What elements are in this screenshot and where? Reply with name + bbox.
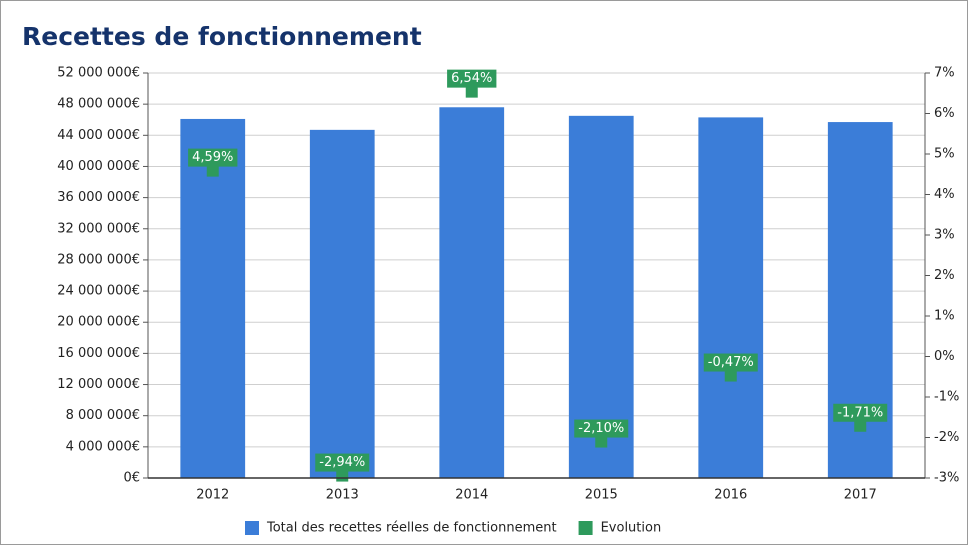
data-label-bg — [447, 69, 497, 88]
bar — [698, 117, 764, 479]
y-tick-label: 24 000 000€ — [57, 284, 140, 299]
bar — [568, 115, 634, 478]
bar — [309, 129, 375, 478]
y2-tick-label: -1% — [934, 390, 959, 405]
data-label: 4,59% — [188, 148, 238, 167]
data-label-text: -2,10% — [578, 421, 624, 436]
data-label-text: 6,54% — [451, 71, 492, 86]
y-tick-label: 28 000 000€ — [57, 252, 140, 267]
bar — [180, 118, 246, 479]
data-label-bg — [703, 353, 758, 372]
point — [465, 85, 478, 98]
y2-tick-label: 2% — [934, 268, 955, 283]
point — [854, 419, 867, 432]
y2-tick-label: 1% — [934, 309, 955, 324]
y-tick-label: 52 000 000€ — [57, 66, 140, 81]
chart-title: Recettes de fonctionnement — [22, 22, 422, 51]
data-label: 6,54% — [447, 69, 497, 88]
data-label: -1,71% — [833, 403, 888, 422]
y2-tick-label: 7% — [934, 66, 955, 81]
x-tick-label: 2017 — [844, 488, 877, 503]
point — [206, 164, 219, 177]
data-label-text: -1,71% — [837, 405, 883, 420]
data-label-text: -2,94% — [319, 455, 365, 470]
data-label: -2,10% — [574, 419, 629, 438]
y-tick-label: 44 000 000€ — [57, 128, 140, 143]
data-label-bg — [574, 419, 629, 438]
point — [724, 369, 737, 382]
data-label: -2,94% — [315, 453, 370, 472]
y2-tick-label: 0% — [934, 349, 955, 364]
legend-label: Total des recettes réelles de fonctionne… — [266, 521, 557, 536]
y-tick-label: 4 000 000€ — [66, 439, 140, 454]
x-tick-label: 2012 — [196, 488, 229, 503]
data-label-bg — [188, 148, 238, 167]
data-label-text: 4,59% — [192, 150, 233, 165]
y-tick-label: 32 000 000€ — [57, 221, 140, 236]
y-tick-label: 40 000 000€ — [57, 159, 140, 174]
bar — [439, 107, 505, 479]
data-label-bg — [315, 453, 370, 472]
x-tick-label: 2014 — [455, 488, 488, 503]
y2-tick-label: 5% — [934, 147, 955, 162]
legend-swatch — [245, 521, 259, 535]
y2-tick-label: -3% — [934, 471, 959, 486]
x-tick-label: 2016 — [714, 488, 747, 503]
data-label-bg — [833, 403, 888, 422]
x-tick-label: 2013 — [326, 488, 359, 503]
y-tick-label: 48 000 000€ — [57, 97, 140, 112]
y-tick-label: 20 000 000€ — [57, 315, 140, 330]
y-tick-label: 36 000 000€ — [57, 190, 140, 205]
y2-tick-label: 3% — [934, 228, 955, 243]
y-tick-label: 8 000 000€ — [66, 408, 140, 423]
y2-tick-label: -2% — [934, 430, 959, 445]
y-tick-label: 0€ — [123, 471, 140, 486]
y-tick-label: 16 000 000€ — [57, 346, 140, 361]
data-label-text: -0,47% — [708, 355, 754, 370]
y2-tick-label: 6% — [934, 106, 955, 121]
legend-label: Evolution — [601, 521, 662, 536]
legend-swatch — [578, 521, 593, 535]
y-tick-label: 12 000 000€ — [57, 377, 140, 392]
x-tick-label: 2015 — [585, 488, 618, 503]
data-label: -0,47% — [703, 353, 758, 372]
y2-tick-label: 4% — [934, 187, 955, 202]
point — [595, 435, 608, 448]
